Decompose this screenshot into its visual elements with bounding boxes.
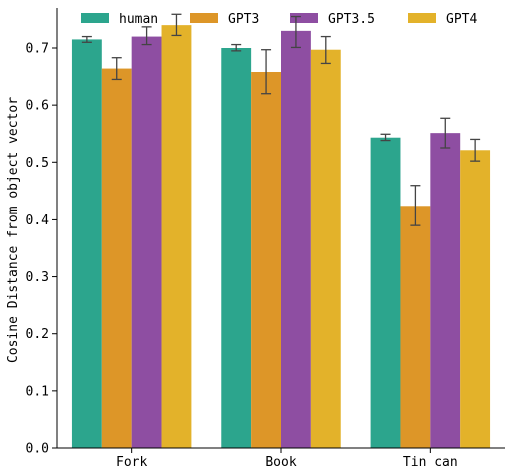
x-tick-label: Book bbox=[265, 455, 296, 470]
legend-label: human bbox=[119, 12, 158, 27]
legend-item-human: human bbox=[81, 12, 158, 27]
legend-swatch bbox=[290, 13, 318, 23]
error-bar-gpt35-book bbox=[290, 15, 301, 49]
y-tick-label: 0.4 bbox=[26, 213, 50, 228]
legend-swatch bbox=[190, 13, 218, 23]
legend-item-gpt4: GPT4 bbox=[408, 12, 477, 27]
bar-gpt4-book bbox=[310, 49, 341, 448]
bar-gpt3-fork bbox=[101, 68, 132, 449]
y-tick-label: 0.7 bbox=[26, 42, 49, 57]
error-bar-gpt4-book bbox=[320, 35, 331, 65]
legend-label: GPT3 bbox=[228, 12, 259, 27]
y-tick-label: 0.0 bbox=[26, 442, 49, 457]
x-axis: Fork Book Tin can bbox=[57, 447, 505, 470]
y-axis: 0.0 0.1 0.2 0.3 0.4 0.5 0.6 0.7 bbox=[26, 8, 58, 457]
bar-gpt35-book bbox=[281, 30, 311, 448]
bar-human-fork bbox=[71, 39, 102, 449]
bar-gpt3-tin-can bbox=[400, 206, 431, 448]
bar-gpt3-book bbox=[251, 72, 281, 448]
legend: human GPT3 GPT3.5 GPT4 bbox=[81, 12, 477, 27]
legend-swatch bbox=[81, 13, 109, 23]
error-bar-human-tin-can bbox=[380, 133, 391, 142]
bar-gpt4-fork bbox=[161, 25, 192, 449]
x-tick-label: Fork bbox=[116, 455, 147, 470]
legend-item-gpt35: GPT3.5 bbox=[290, 12, 375, 27]
y-tick-label: 0.3 bbox=[26, 270, 49, 285]
y-tick-label: 0.5 bbox=[26, 156, 49, 171]
error-bar-gpt3-book bbox=[261, 49, 272, 95]
legend-swatch bbox=[408, 13, 436, 23]
legend-item-gpt3: GPT3 bbox=[190, 12, 259, 27]
legend-label: GPT3.5 bbox=[328, 12, 375, 27]
bar-gpt35-tin-can bbox=[430, 133, 461, 448]
error-bar-human-fork bbox=[81, 35, 92, 43]
x-tick-label: Tin can bbox=[403, 455, 458, 470]
bar-gpt35-fork bbox=[131, 36, 162, 448]
bar-human-book bbox=[221, 48, 252, 448]
bar-gpt4-tin-can bbox=[460, 150, 491, 449]
bar-human-tin-can bbox=[370, 137, 401, 448]
error-bar-gpt3-tin-can bbox=[410, 185, 421, 226]
error-bar-human-book bbox=[231, 43, 242, 52]
error-bar-gpt35-tin-can bbox=[440, 117, 451, 149]
error-bar-gpt3-fork bbox=[111, 57, 122, 81]
y-tick-label: 0.2 bbox=[26, 327, 49, 342]
error-bar-gpt4-fork bbox=[171, 13, 182, 37]
error-bars bbox=[81, 13, 481, 226]
y-axis-label: Cosine Distance from object vector bbox=[6, 97, 21, 363]
bars bbox=[71, 25, 491, 449]
error-bar-gpt35-fork bbox=[141, 26, 152, 46]
legend-label: GPT4 bbox=[446, 12, 477, 27]
y-tick-label: 0.6 bbox=[26, 99, 49, 114]
y-tick-label: 0.1 bbox=[26, 384, 49, 399]
error-bar-gpt4-tin-can bbox=[470, 138, 481, 162]
